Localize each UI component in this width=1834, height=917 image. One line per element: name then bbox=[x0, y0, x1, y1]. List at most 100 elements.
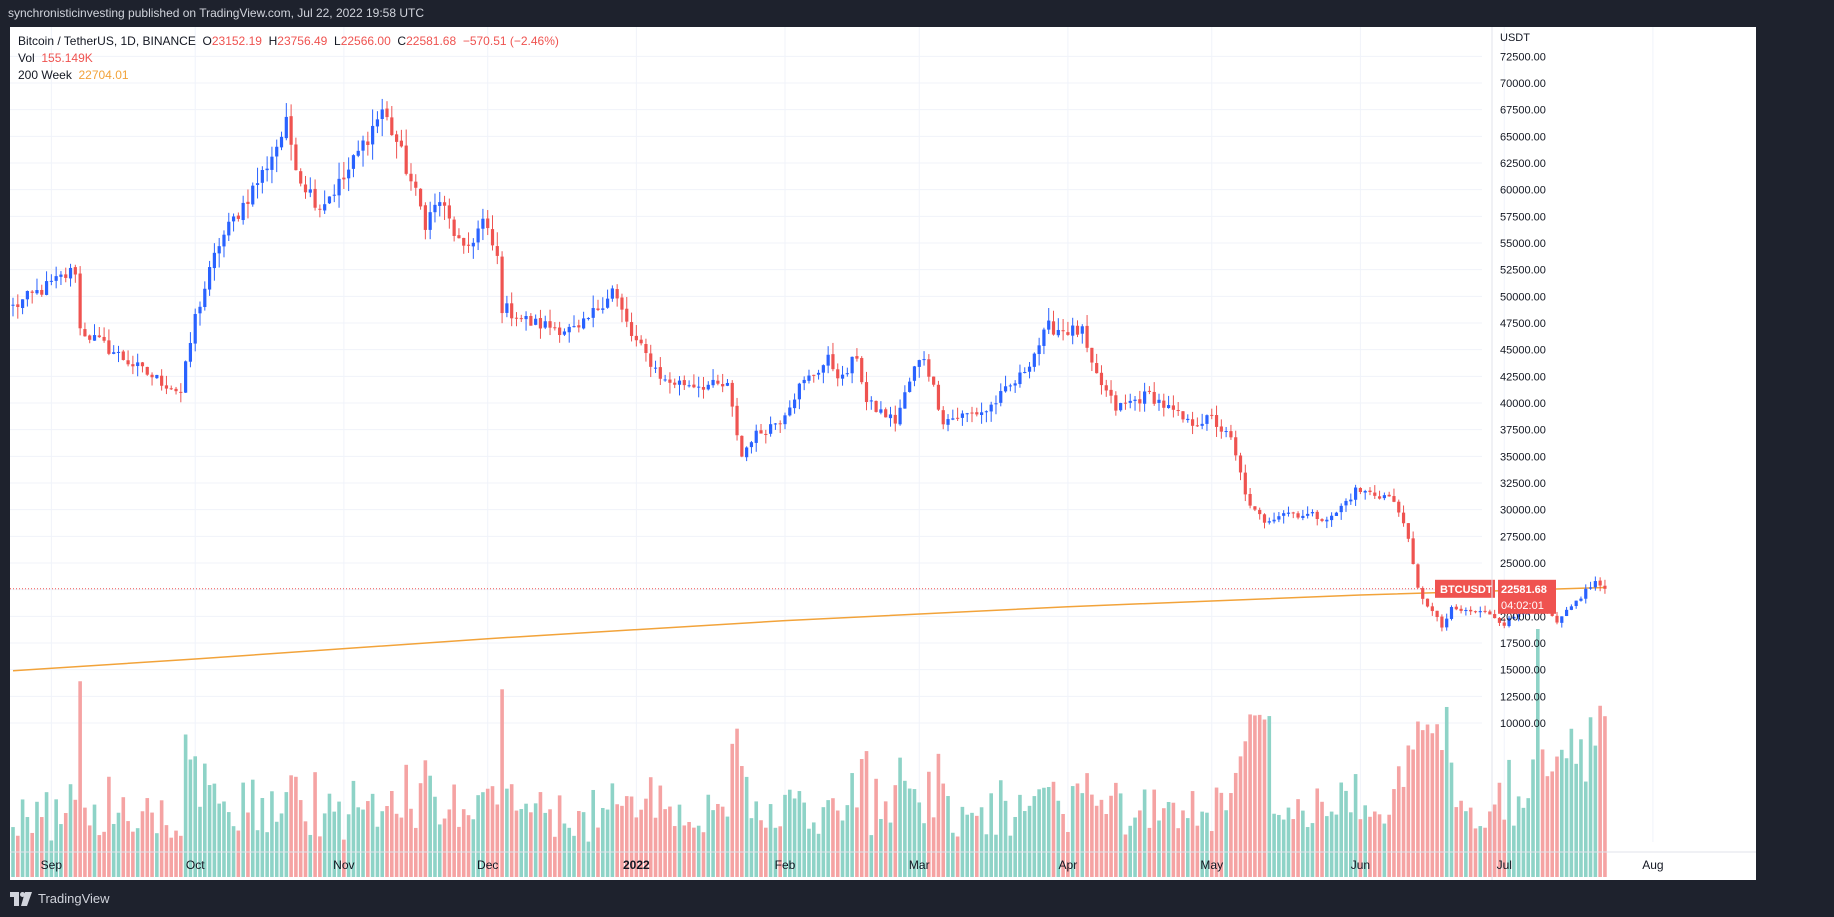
candle-body bbox=[888, 414, 893, 419]
volume-bar bbox=[183, 734, 188, 877]
candle-body bbox=[438, 202, 442, 206]
volume-bar bbox=[1162, 808, 1166, 877]
candle-body bbox=[1564, 609, 1569, 617]
candle-body bbox=[1166, 405, 1171, 409]
volume-bar bbox=[485, 788, 490, 877]
volume-bar bbox=[1190, 791, 1195, 877]
publish-attribution: synchronisticinvesting published on Trad… bbox=[8, 6, 425, 20]
candle-body bbox=[323, 204, 327, 211]
candle-body bbox=[1593, 581, 1597, 588]
candle bbox=[88, 334, 92, 344]
candle-body bbox=[1210, 414, 1214, 416]
volume-bar bbox=[855, 807, 859, 877]
candle-body bbox=[466, 244, 471, 246]
candle bbox=[888, 406, 893, 427]
candle bbox=[1325, 516, 1329, 529]
candle bbox=[1234, 430, 1238, 461]
candle bbox=[284, 103, 288, 141]
volume-bar bbox=[759, 820, 763, 877]
volume-bar bbox=[68, 784, 73, 877]
candle-body bbox=[476, 228, 480, 243]
candle-body bbox=[917, 360, 921, 367]
volume-bar bbox=[998, 780, 1003, 877]
candle-body bbox=[1349, 499, 1353, 502]
volume-bar bbox=[1507, 759, 1511, 877]
volume-bar bbox=[989, 793, 993, 877]
volume-bar bbox=[1224, 810, 1228, 877]
price-tag-bg bbox=[1498, 579, 1556, 614]
tradingview-logo[interactable]: TradingView bbox=[10, 891, 110, 906]
legend-symbol[interactable]: Bitcoin / TetherUS, 1D, BINANCE bbox=[18, 34, 196, 48]
volume-bar bbox=[912, 789, 917, 877]
candle bbox=[1114, 391, 1118, 416]
candle bbox=[615, 284, 619, 307]
candle bbox=[759, 423, 763, 434]
volume-bar bbox=[1262, 719, 1267, 877]
price-chart-svg[interactable]: USDT 72500.00 70000.00 67500.00 65000.00 6250… bbox=[10, 27, 1756, 880]
legend-volume-row[interactable]: Vol 155.149K bbox=[18, 50, 559, 67]
candle bbox=[1128, 393, 1132, 409]
volume-bar bbox=[1051, 781, 1056, 877]
candle bbox=[1248, 488, 1252, 509]
volume-bar bbox=[471, 819, 476, 877]
y-tick-label: 20000.00 bbox=[1500, 611, 1546, 623]
chart-pane[interactable]: USDT 72500.00 70000.00 67500.00 65000.00 6250… bbox=[10, 27, 1756, 880]
volume-bar bbox=[385, 806, 389, 877]
candle-body bbox=[629, 322, 634, 336]
volume-bar bbox=[289, 775, 293, 877]
candle-body bbox=[1272, 519, 1276, 522]
volume-bar bbox=[1464, 811, 1468, 877]
candle bbox=[874, 400, 878, 413]
candle-body bbox=[385, 108, 389, 118]
y-tick-label: 10000.00 bbox=[1500, 718, 1546, 730]
candle bbox=[1574, 600, 1578, 609]
candle bbox=[1469, 606, 1473, 616]
candle bbox=[1315, 510, 1319, 526]
candle bbox=[442, 195, 447, 220]
candle bbox=[1330, 512, 1334, 527]
candle-body bbox=[792, 399, 797, 409]
volume-bar bbox=[1027, 805, 1032, 877]
candle bbox=[1205, 414, 1209, 431]
candle-body bbox=[1200, 423, 1204, 426]
candle-body bbox=[1104, 385, 1108, 391]
volume-bar bbox=[222, 801, 226, 877]
volume-bar bbox=[1157, 820, 1161, 877]
legend-ma-row[interactable]: 200 Week 22704.01 bbox=[18, 67, 559, 84]
volume-bar bbox=[193, 756, 198, 877]
price-tag-countdown: 04:02:01 bbox=[1501, 600, 1544, 612]
candle-body bbox=[1042, 329, 1046, 346]
volume-bar bbox=[1440, 750, 1444, 877]
candle-body bbox=[1138, 399, 1142, 404]
candle-body bbox=[145, 366, 149, 375]
volume-bar bbox=[212, 783, 217, 877]
volume-bar bbox=[984, 834, 989, 877]
volume-bar bbox=[394, 813, 399, 877]
candle bbox=[59, 271, 63, 286]
candle bbox=[725, 378, 730, 387]
volume-bar bbox=[1473, 828, 1478, 877]
candle-body bbox=[279, 136, 284, 148]
volume-bar bbox=[303, 821, 308, 877]
candle bbox=[951, 409, 955, 421]
candle-body bbox=[692, 384, 696, 388]
candle bbox=[639, 335, 643, 346]
candle-body bbox=[663, 379, 667, 381]
candle bbox=[231, 213, 236, 232]
candle-body bbox=[88, 335, 92, 340]
volume-bar bbox=[433, 796, 437, 877]
volume-bar bbox=[807, 828, 811, 877]
candle-body bbox=[826, 354, 830, 366]
volume-bar bbox=[586, 841, 591, 877]
candle bbox=[1104, 379, 1108, 397]
volume-bar bbox=[1166, 801, 1171, 877]
legend-volume-label: Vol bbox=[18, 51, 35, 65]
candle-body bbox=[1013, 383, 1017, 386]
candle-body bbox=[558, 327, 562, 336]
volume-bar bbox=[859, 759, 864, 877]
volume-bar bbox=[1209, 831, 1214, 877]
volume-bar bbox=[39, 817, 44, 877]
candle-body bbox=[20, 299, 25, 309]
volume-bar bbox=[893, 785, 898, 877]
candle-body bbox=[529, 315, 533, 326]
